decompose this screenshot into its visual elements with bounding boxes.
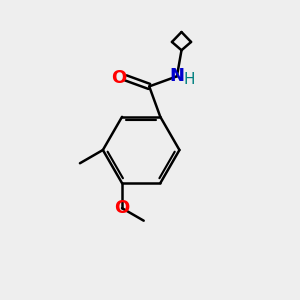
Text: H: H (184, 72, 195, 87)
Text: O: O (114, 199, 130, 217)
Text: O: O (111, 69, 126, 87)
Text: N: N (169, 67, 184, 85)
